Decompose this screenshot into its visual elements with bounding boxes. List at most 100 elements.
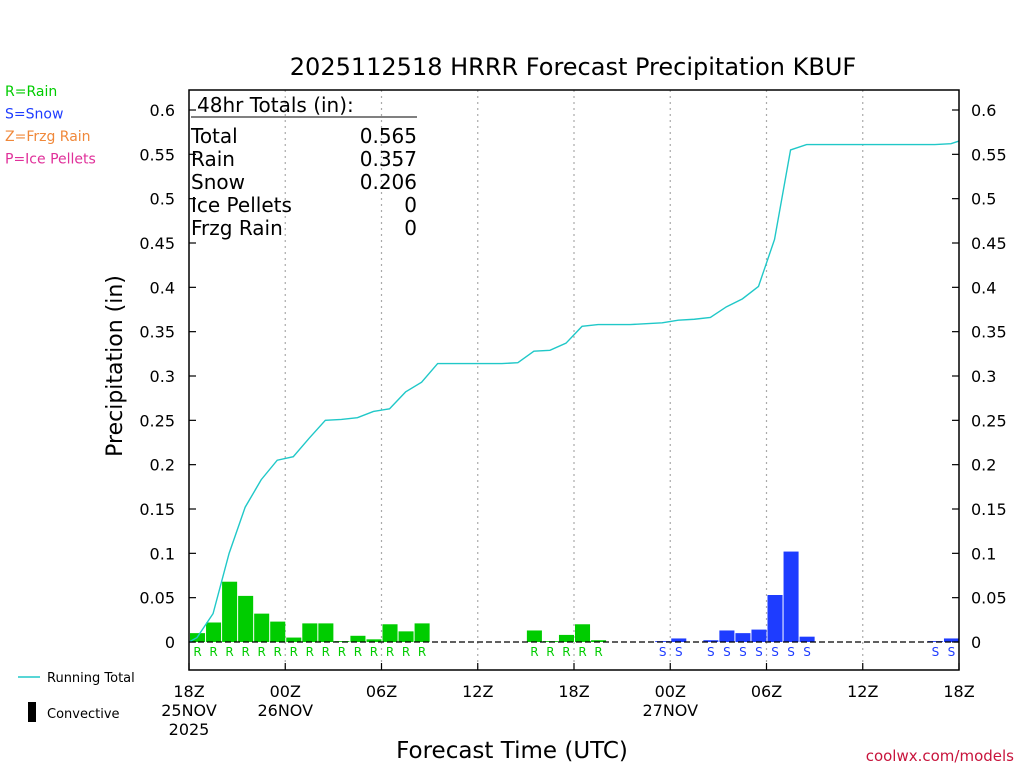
precip-bar [286,637,302,642]
precip-type-label: R [386,645,394,659]
hourly-precip-bars [190,551,959,642]
precip-bar [943,638,959,642]
precip-type-label: R [322,645,330,659]
y-tick-label-right: 0.05 [971,589,1007,608]
precip-type-label: R [274,645,282,659]
precip-bar [591,640,607,642]
x-tick-label: 12Z [462,682,493,701]
precip-type-label: S [771,645,779,659]
precip-type-legend: R=Rain S=Snow Z=Frzg Rain P=Ice Pellets [5,84,96,168]
x-tick-label: 27NOV [642,701,698,720]
precip-type-label: S [755,645,763,659]
totals-row-label: Frzg Rain [191,216,283,240]
precip-type-label: R [193,645,201,659]
x-tick-label: 26NOV [257,701,313,720]
precip-type-label: S [803,645,811,659]
totals-row-label: Ice Pellets [191,193,292,217]
x-tick-label: 18Z [943,682,974,701]
precip-type-label: R [225,645,233,659]
totals-row-label: Total [190,124,238,148]
precip-bar [799,636,815,642]
x-tick-label: 18Z [558,682,589,701]
precip-bar [751,629,767,642]
totals-row-value: 0.206 [360,170,417,194]
precip-type-label: S [659,645,667,659]
precip-bar [222,581,238,642]
precip-type-label: S [948,645,956,659]
precip-bar [575,624,591,642]
y-tick-label-right: 0.5 [971,190,996,209]
y-tick-label-right: 0 [971,633,981,652]
y-tick-label: 0.55 [139,145,175,164]
precip-bar [398,631,414,642]
x-tick-label: 00Z [655,682,686,701]
totals-row-value: 0.565 [360,124,417,148]
totals-row-value: 0 [404,216,417,240]
y-tick-label: 0.1 [150,544,175,563]
x-tick-label: 12Z [847,682,878,701]
precip-type-label: S [932,645,940,659]
y-tick-label: 0 [165,633,175,652]
precip-type-label: R [258,645,266,659]
y-tick-label-right: 0.55 [971,145,1007,164]
y-tick-label-right: 0.3 [971,367,996,386]
y-tick-label-right: 0.1 [971,544,996,563]
precip-bar [206,622,222,642]
y-axis-right: 0 0.05 0.1 0.15 0.2 0.25 0.3 0.35 0.4 0.45 0.5 0.55… [952,101,1007,652]
legend-item: S=Snow [5,107,63,123]
totals-row-value: 0 [404,193,417,217]
convective-swatch [28,702,36,722]
totals-heading: 48hr Totals (in): [197,93,354,117]
precip-bar [366,639,382,642]
precip-bar [414,623,430,642]
y-tick-label: 0.15 [139,500,175,519]
x-tick-label: 06Z [366,682,397,701]
precip-bar [927,641,943,642]
precip-bar [254,613,270,642]
y-tick-label-right: 0.25 [971,411,1007,430]
y-tick-label: 0.2 [150,456,175,475]
running-total-line [188,140,960,643]
precip-bar [703,640,719,642]
x-tick-label: 18Z [173,682,204,701]
precip-type-label: R [290,645,298,659]
y-tick-label-right: 0.4 [971,278,996,297]
precip-bar [558,634,574,642]
precip-type-label: R [530,645,538,659]
precip-bar [526,630,542,642]
precip-type-label: S [739,645,747,659]
precip-type-label: R [370,645,378,659]
y-tick-label: 0.45 [139,234,175,253]
y-tick-label: 0.05 [139,589,175,608]
precip-bar [302,623,318,642]
x-tick-label: 00Z [270,682,301,701]
x-tick-label: 2025 [169,720,210,739]
legend-item: Z=Frzg Rain [5,129,91,145]
precip-type-label: R [418,645,426,659]
y-tick-label: 0.4 [150,278,175,297]
y-tick-label-right: 0.2 [971,456,996,475]
bottom-legend-label: Running Total [47,671,135,686]
precip-type-label: S [707,645,715,659]
precip-type-label: S [675,645,683,659]
precip-type-label: R [402,645,410,659]
precip-bar [671,638,687,642]
precip-bar [270,621,286,642]
precip-bar [767,595,783,642]
y-tick-label-right: 0.6 [971,101,996,120]
y-tick-label-right: 0.45 [971,234,1007,253]
precip-type-label: R [241,645,249,659]
precip-bar [735,633,751,642]
precip-type-label: R [338,645,346,659]
precip-type-label: R [578,645,586,659]
precip-bar [783,551,799,642]
y-axis-left: 0 0.05 0.1 0.15 0.2 0.25 0.3 0.35 0.4 0.45 0.5 0.55… [139,101,196,652]
precip-type-label: R [562,645,570,659]
precip-type-label: R [354,645,362,659]
precip-type-label: R [306,645,314,659]
vertical-gridlines [284,90,864,670]
precip-type-label: R [209,645,217,659]
